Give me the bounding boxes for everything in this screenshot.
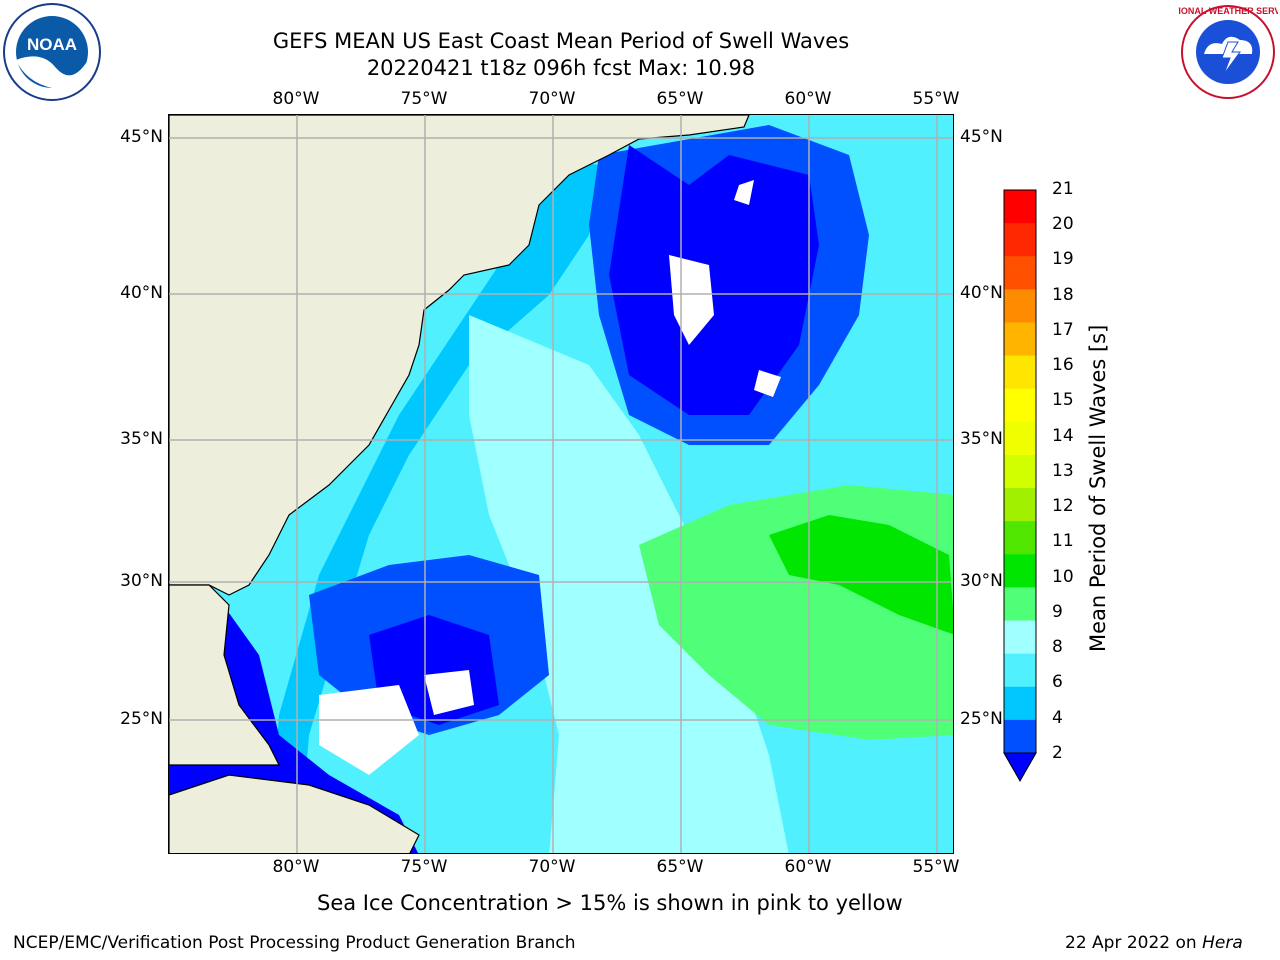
north-america-land bbox=[169, 115, 750, 596]
colorbar-swatch bbox=[1004, 256, 1036, 290]
swell-period-map bbox=[168, 114, 954, 854]
lon-label-bottom: 55°W bbox=[912, 857, 960, 877]
colorbar-swatch bbox=[1004, 355, 1036, 390]
lon-label-top: 65°W bbox=[656, 89, 704, 109]
colorbar-swatch bbox=[1004, 223, 1036, 257]
bahamas-gap-3 bbox=[424, 670, 474, 715]
colorbar bbox=[1000, 185, 1040, 785]
map-gridlines bbox=[169, 115, 953, 853]
colorbar-frame bbox=[1003, 189, 1037, 754]
run-date-text: 22 Apr 2022 on bbox=[1065, 933, 1203, 953]
map-canvas bbox=[169, 115, 953, 853]
colorbar-label: Mean Period of Swell Waves [s] bbox=[1086, 324, 1110, 652]
colorbar-under-triangle bbox=[1003, 752, 1037, 783]
colorbar-swatch bbox=[1004, 686, 1036, 721]
lon-label-top: 70°W bbox=[528, 89, 576, 109]
lat-label-right: 45°N bbox=[960, 127, 1003, 147]
bahamas-gap-2 bbox=[319, 685, 419, 775]
colorbar-swatch bbox=[1004, 454, 1036, 489]
colorbar-swatch bbox=[1004, 190, 1036, 224]
colorbar-swatch bbox=[1004, 488, 1036, 522]
colorbar-tick: 15 bbox=[1052, 390, 1074, 410]
colorbar-swatch bbox=[1004, 554, 1036, 588]
colorbar-tick: 20 bbox=[1052, 214, 1074, 234]
colorbar-tick: 21 bbox=[1052, 179, 1074, 199]
lon-label-bottom: 70°W bbox=[528, 857, 576, 877]
colorbar-tick: 18 bbox=[1052, 285, 1074, 305]
lat-label-left: 40°N bbox=[120, 283, 163, 303]
lon-label-bottom: 65°W bbox=[656, 857, 704, 877]
lat-label-right: 30°N bbox=[960, 571, 1003, 591]
lon-label-top: 75°W bbox=[400, 89, 448, 109]
lat-label-right: 40°N bbox=[960, 283, 1003, 303]
northern-gap-2 bbox=[734, 180, 754, 205]
lat-label-right: 35°N bbox=[960, 429, 1003, 449]
colorbar-swatch bbox=[1004, 719, 1036, 754]
colorbar-tick: 9 bbox=[1052, 602, 1063, 622]
national-weather-service-logo: NATIONAL WEATHER SERVICE bbox=[1161, 2, 1280, 102]
run-date: 22 Apr 2022 on Hera bbox=[1065, 933, 1243, 953]
chart-title-line1: GEFS MEAN US East Coast Mean Period of S… bbox=[272, 29, 850, 53]
lon-label-bottom: 80°W bbox=[272, 857, 320, 877]
lat-label-left: 25°N bbox=[120, 709, 163, 729]
southeast-swell-10-11s bbox=[769, 515, 953, 635]
lon-label-bottom: 75°W bbox=[400, 857, 448, 877]
lon-label-top: 55°W bbox=[912, 89, 960, 109]
colorbar-tick: 8 bbox=[1052, 637, 1063, 657]
colorbar-tick: 10 bbox=[1052, 567, 1074, 587]
colorbar-tick: 14 bbox=[1052, 426, 1074, 446]
nws-logo-text: NATIONAL WEATHER SERVICE bbox=[1178, 6, 1278, 16]
northern-gap-3 bbox=[754, 370, 781, 397]
run-host: Hera bbox=[1202, 933, 1243, 953]
colorbar-swatch bbox=[1004, 587, 1036, 622]
colorbar-swatch bbox=[1004, 653, 1036, 688]
lat-label-left: 45°N bbox=[120, 127, 163, 147]
cuba-land bbox=[169, 774, 420, 853]
lon-label-top: 60°W bbox=[784, 89, 832, 109]
colorbar-tick: 11 bbox=[1052, 531, 1074, 551]
colorbar-tick: 19 bbox=[1052, 249, 1074, 269]
northern-core-below-2s bbox=[609, 145, 819, 415]
lat-label-left: 30°N bbox=[120, 571, 163, 591]
chart-title-line2: 20220421 t18z 096h fcst Max: 10.98 bbox=[366, 56, 756, 80]
colorbar-tick: 17 bbox=[1052, 320, 1074, 340]
colorbar-swatch bbox=[1004, 322, 1036, 357]
lat-label-right: 25°N bbox=[960, 709, 1003, 729]
colorbar-tick: 6 bbox=[1052, 672, 1063, 692]
colorbar-swatches bbox=[1003, 189, 1037, 783]
colorbar-tick: 4 bbox=[1052, 708, 1063, 728]
colorbar-tick: 12 bbox=[1052, 496, 1074, 516]
mid-ocean-8-9s bbox=[469, 315, 789, 853]
colorbar-swatch bbox=[1004, 521, 1036, 555]
colorbar-swatch bbox=[1004, 421, 1036, 456]
colorbar-swatch bbox=[1004, 388, 1036, 423]
noaa-logo-text: NOAA bbox=[27, 35, 77, 54]
colorbar-tick: 13 bbox=[1052, 461, 1074, 481]
colorbar-tick: 2 bbox=[1052, 743, 1063, 763]
colorbar-swatch bbox=[1004, 620, 1036, 655]
lat-label-left: 35°N bbox=[120, 429, 163, 449]
colorbar-tick: 16 bbox=[1052, 355, 1074, 375]
lon-label-top: 80°W bbox=[272, 89, 320, 109]
colorbar-swatch bbox=[1004, 289, 1036, 323]
sea-ice-note: Sea Ice Concentration > 15% is shown in … bbox=[317, 891, 903, 915]
lon-label-bottom: 60°W bbox=[784, 857, 832, 877]
noaa-logo: NOAA bbox=[2, 2, 102, 102]
producer-credit: NCEP/EMC/Verification Post Processing Pr… bbox=[13, 933, 576, 953]
